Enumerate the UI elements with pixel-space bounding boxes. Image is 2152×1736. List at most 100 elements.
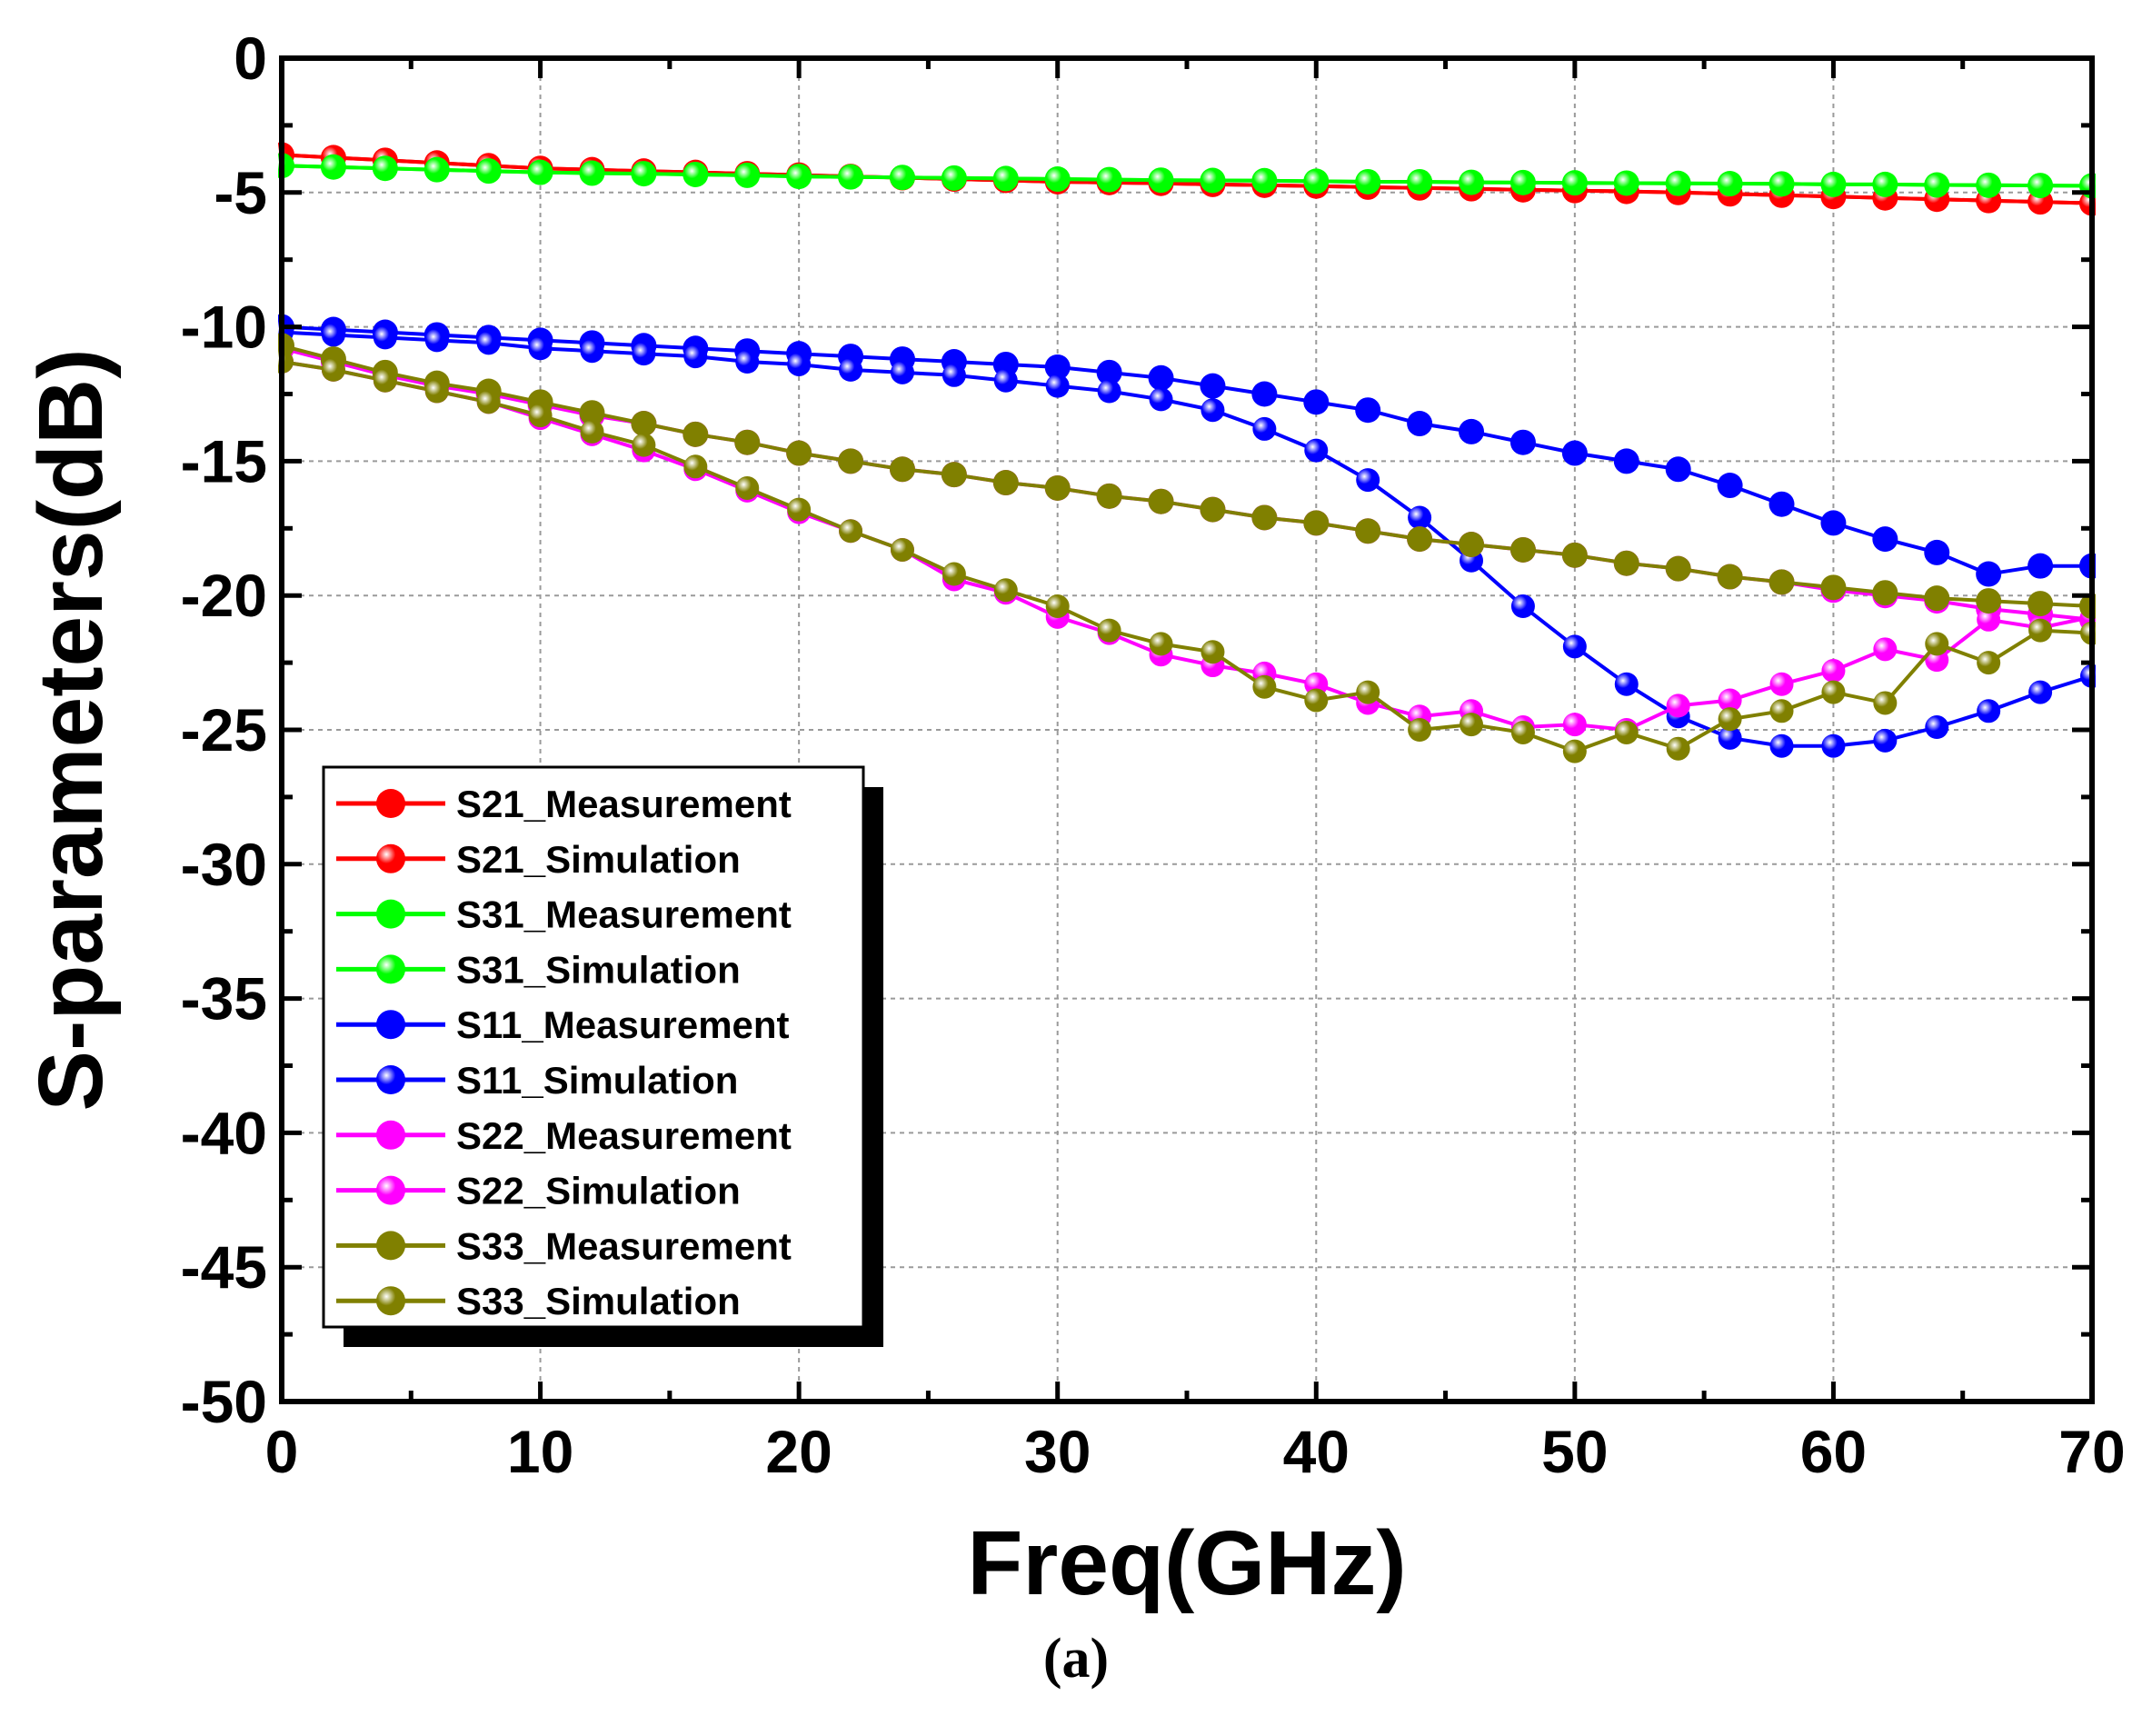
data-point xyxy=(1407,526,1433,553)
data-point xyxy=(1925,632,1949,656)
data-point xyxy=(1044,354,1071,380)
data-point xyxy=(1820,510,1847,536)
data-point xyxy=(528,404,553,428)
data-point xyxy=(1251,504,1278,531)
legend-swatch-marker xyxy=(376,1065,405,1094)
data-point xyxy=(1045,594,1070,619)
data-point xyxy=(890,360,914,384)
data-point xyxy=(1872,580,1898,606)
data-point xyxy=(683,344,708,369)
legend-swatch-marker xyxy=(376,954,405,984)
legend-label: S33_Simulation xyxy=(456,1280,741,1322)
data-point xyxy=(1510,594,1535,619)
series-S33_Simulation xyxy=(278,350,2096,763)
legend-swatch-marker xyxy=(376,1286,405,1316)
data-point xyxy=(1924,585,1950,612)
data-point xyxy=(890,537,914,562)
data-point xyxy=(1149,168,1173,193)
data-point xyxy=(889,456,915,483)
data-point xyxy=(1718,725,1742,750)
data-point xyxy=(2028,174,2053,198)
data-point xyxy=(1561,440,1588,466)
legend-item: S11_Measurement xyxy=(336,1003,790,1046)
legend-label: S22_Simulation xyxy=(456,1170,741,1212)
data-point xyxy=(476,331,501,355)
legend: S21_Measurement S21_Simulation S31_Measure… xyxy=(322,765,883,1347)
data-point xyxy=(373,325,397,350)
data-point xyxy=(1355,518,1381,544)
series-line xyxy=(281,324,2092,576)
data-point xyxy=(1509,536,1536,563)
data-point xyxy=(1561,542,1588,568)
data-point xyxy=(1200,373,1226,399)
y-tick-label: -35 xyxy=(181,965,267,1033)
y-tick-label: -50 xyxy=(181,1368,267,1435)
data-point xyxy=(632,433,656,457)
legend-swatch-marker xyxy=(376,1231,405,1261)
data-point xyxy=(1768,491,1795,517)
legend-label: S11_Measurement xyxy=(456,1003,790,1046)
data-point xyxy=(1666,171,1690,195)
data-point xyxy=(321,155,345,179)
data-point xyxy=(1769,699,1794,723)
data-point xyxy=(1821,658,1846,683)
series-line xyxy=(281,360,2093,733)
data-point xyxy=(734,429,761,455)
data-point xyxy=(1045,374,1070,398)
data-point xyxy=(735,475,760,500)
data-point xyxy=(683,162,708,186)
data-point xyxy=(1821,172,1846,196)
data-point xyxy=(1148,364,1174,391)
data-point xyxy=(1977,607,2001,632)
x-tick-label: 10 xyxy=(507,1418,573,1485)
series-S33_Measurement xyxy=(278,333,2096,620)
data-point xyxy=(992,470,1019,496)
data-point xyxy=(787,352,812,376)
data-point xyxy=(787,165,812,189)
y-tick-label: -15 xyxy=(181,427,267,494)
data-point xyxy=(786,440,812,466)
data-point xyxy=(1717,473,1743,499)
data-point xyxy=(1045,167,1070,192)
data-point xyxy=(1562,713,1587,737)
data-point xyxy=(1820,574,1847,601)
data-point xyxy=(993,368,1018,393)
data-point xyxy=(1613,550,1639,576)
data-point xyxy=(1977,699,2001,723)
data-point xyxy=(1665,456,1691,483)
data-point xyxy=(1459,532,1485,558)
data-point xyxy=(993,578,1018,603)
legend-item: S22_Measurement xyxy=(336,1114,792,1157)
data-point xyxy=(1665,555,1691,582)
data-point xyxy=(1614,720,1639,744)
data-point xyxy=(1201,168,1225,193)
data-point xyxy=(424,157,449,182)
data-point xyxy=(580,419,604,444)
data-point xyxy=(1510,170,1535,195)
data-point xyxy=(1769,733,1794,758)
data-point xyxy=(1201,398,1225,423)
data-point xyxy=(839,519,863,544)
data-point xyxy=(631,411,657,437)
data-point xyxy=(1097,618,1121,643)
data-point xyxy=(1925,173,1949,197)
data-point xyxy=(1096,483,1122,509)
data-point xyxy=(1201,640,1225,664)
series-group xyxy=(278,142,2096,763)
data-point xyxy=(682,421,709,447)
data-point xyxy=(1356,169,1380,194)
legend-swatch-marker xyxy=(376,789,405,818)
data-point xyxy=(1149,632,1173,656)
data-point xyxy=(1718,688,1742,713)
data-point xyxy=(1562,634,1587,659)
data-point xyxy=(1510,720,1535,744)
data-point xyxy=(1924,539,1950,565)
data-point xyxy=(1304,438,1329,463)
data-point xyxy=(1873,637,1898,662)
y-axis-title: S-parameters(dB) xyxy=(20,348,122,1111)
data-point xyxy=(1303,510,1330,536)
data-point xyxy=(424,379,449,404)
legend-swatch-marker xyxy=(376,843,405,873)
chart-canvas: 0 10 20 30 40 50 60 70 0 -5 -10 -15 -20 -25 -30 -35 -40 -… xyxy=(20,25,2126,1614)
data-point xyxy=(1977,651,2001,675)
